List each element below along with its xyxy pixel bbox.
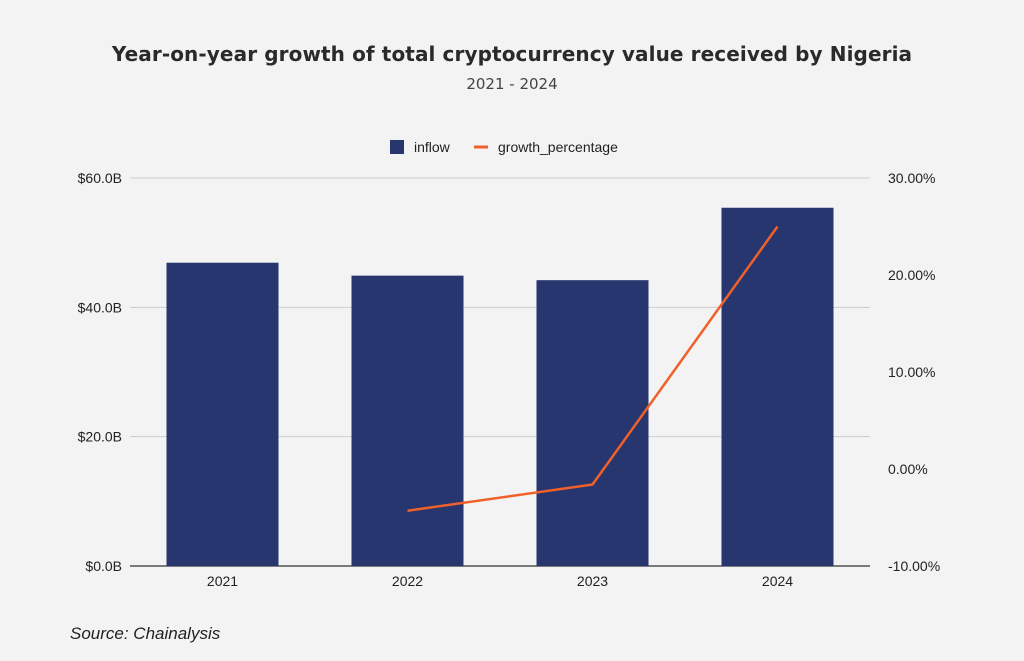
chart-subtitle: 2021 - 2024 (466, 75, 558, 93)
legend: inflow growth_percentage (390, 139, 618, 155)
legend-label-inflow: inflow (414, 139, 451, 155)
legend-swatch-inflow (390, 140, 404, 154)
x-tick-label: 2023 (577, 573, 608, 589)
source-note: Source: Chainalysis (70, 624, 221, 643)
right-tick-label: 10.00% (888, 364, 935, 380)
bar-2022 (351, 275, 464, 566)
x-axis: 2021 2022 2023 2024 (207, 573, 793, 589)
left-y-axis: $0.0B $20.0B $40.0B $60.0B (78, 170, 122, 574)
bar-2024 (721, 207, 834, 566)
bar-2021 (166, 262, 279, 566)
right-tick-label: 0.00% (888, 461, 928, 477)
x-tick-label: 2022 (392, 573, 423, 589)
right-tick-label: 30.00% (888, 170, 935, 186)
right-tick-label: 20.00% (888, 267, 935, 283)
bar-2023 (536, 280, 649, 566)
left-tick-label: $20.0B (78, 429, 122, 445)
right-tick-label: -10.00% (888, 558, 940, 574)
left-tick-label: $40.0B (78, 299, 122, 315)
bar-series-inflow (166, 207, 834, 566)
right-y-axis: -10.00% 0.00% 10.00% 20.00% 30.00% (888, 170, 940, 574)
x-tick-label: 2024 (762, 573, 793, 589)
chart-title: Year-on-year growth of total cryptocurre… (111, 42, 913, 66)
x-tick-label: 2021 (207, 573, 238, 589)
legend-label-growth: growth_percentage (498, 139, 618, 155)
left-tick-label: $0.0B (85, 558, 122, 574)
line-series-growth-percentage (407, 225, 779, 512)
left-tick-label: $60.0B (78, 170, 122, 186)
